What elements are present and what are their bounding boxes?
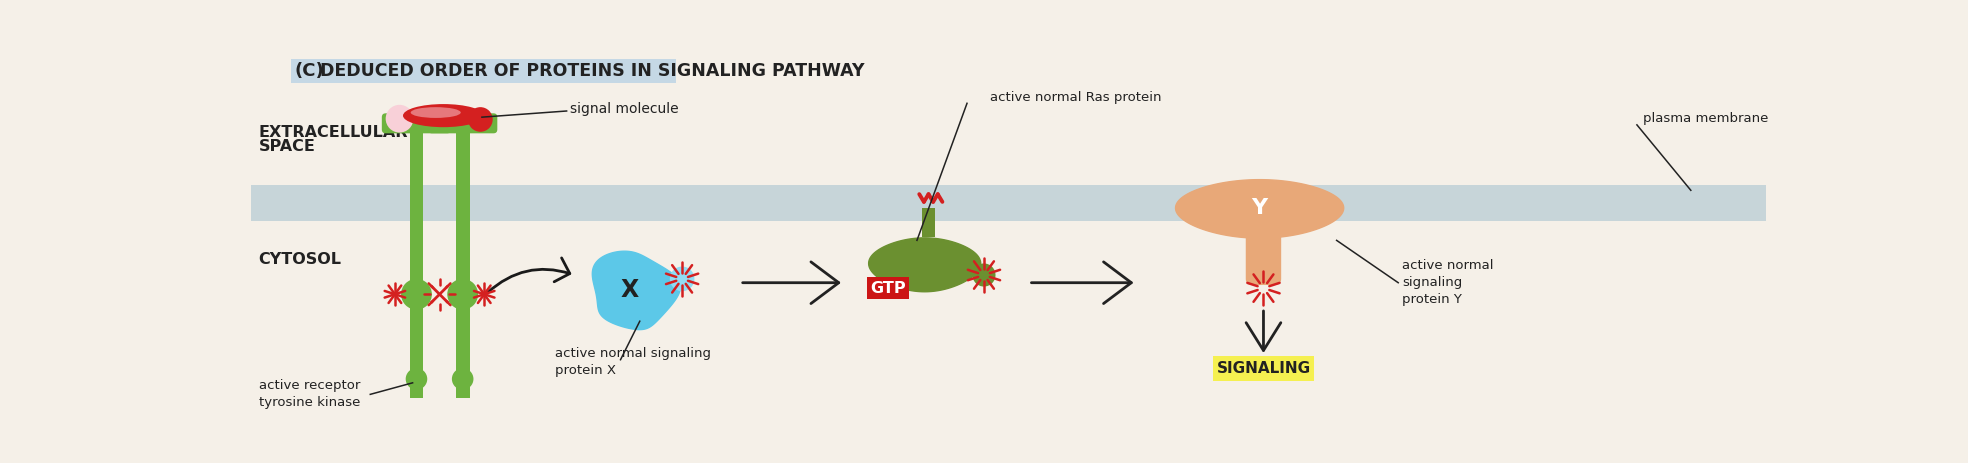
Text: active normal Ras protein: active normal Ras protein (990, 91, 1161, 105)
Text: active normal signaling
protein X: active normal signaling protein X (555, 347, 710, 377)
Text: active normal
signaling
protein Y: active normal signaling protein Y (1401, 259, 1494, 306)
Text: DEDUCED ORDER OF PROTEINS IN SIGNALING PATHWAY: DEDUCED ORDER OF PROTEINS IN SIGNALING P… (321, 62, 864, 80)
Circle shape (453, 368, 474, 390)
Bar (1214, 356, 1313, 381)
Text: active receptor
tyrosine kinase: active receptor tyrosine kinase (258, 379, 360, 409)
FancyBboxPatch shape (291, 59, 675, 83)
Text: GTP: GTP (870, 282, 905, 296)
Bar (457, 121, 470, 398)
FancyBboxPatch shape (382, 113, 421, 133)
Text: signal molecule: signal molecule (571, 102, 679, 117)
Circle shape (669, 267, 695, 291)
Text: X: X (620, 278, 640, 302)
Text: EXTRACELLULAR: EXTRACELLULAR (258, 125, 407, 140)
Circle shape (401, 279, 431, 310)
Bar (868, 277, 909, 299)
Text: plasma membrane: plasma membrane (1643, 112, 1769, 125)
FancyBboxPatch shape (459, 113, 498, 133)
Circle shape (972, 263, 996, 287)
Bar (252, 185, 1767, 221)
FancyBboxPatch shape (413, 113, 451, 133)
Ellipse shape (411, 107, 461, 118)
Text: (C): (C) (295, 62, 325, 80)
Circle shape (468, 107, 492, 132)
Bar (923, 208, 935, 237)
Bar (409, 121, 423, 398)
Text: SIGNALING: SIGNALING (1216, 361, 1311, 375)
Text: SPACE: SPACE (258, 139, 315, 154)
Polygon shape (1175, 180, 1344, 238)
Text: CYTOSOL: CYTOSOL (258, 252, 342, 267)
Ellipse shape (403, 104, 484, 127)
Polygon shape (592, 251, 681, 330)
Circle shape (447, 279, 478, 310)
FancyBboxPatch shape (1246, 223, 1281, 285)
FancyBboxPatch shape (427, 113, 466, 133)
Circle shape (386, 105, 413, 132)
Text: Y: Y (1252, 198, 1267, 218)
Polygon shape (868, 238, 980, 292)
Circle shape (405, 368, 427, 390)
